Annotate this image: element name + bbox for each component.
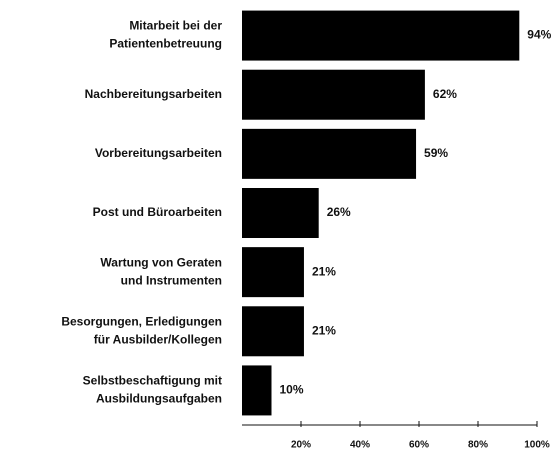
- y-tick-label: für Ausbilder/Kollegen: [94, 332, 222, 346]
- y-tick-label: Selbstbeschaftigung mit: [83, 374, 222, 388]
- y-tick-label: Vorbereitungsarbeiten: [95, 146, 222, 160]
- bar: [242, 10, 520, 61]
- x-tick-label: 40%: [350, 440, 370, 451]
- value-label: 62%: [433, 87, 457, 101]
- value-label: 21%: [312, 264, 336, 278]
- y-tick-label: Mitarbeit bei der: [129, 19, 222, 33]
- bar: [242, 188, 319, 238]
- value-label: 26%: [327, 205, 351, 219]
- value-label: 21%: [312, 323, 336, 337]
- y-tick-label: Besorgungen, Erledigungen: [61, 314, 222, 328]
- x-tick-label: 100%: [524, 440, 550, 451]
- bar: [242, 306, 304, 357]
- y-tick-label: Post und Büroarbeiten: [93, 205, 222, 219]
- x-tick-label: 80%: [468, 440, 488, 451]
- bar: [242, 69, 425, 120]
- value-label: 94%: [527, 28, 551, 42]
- bar: [242, 128, 417, 179]
- x-tick-label: 60%: [409, 440, 429, 451]
- y-tick-label: und Instrumenten: [121, 273, 222, 287]
- x-tick-label: 20%: [291, 440, 311, 451]
- bar: [242, 247, 304, 298]
- bar: [242, 365, 272, 416]
- y-tick-label: Nachbereitungsarbeiten: [85, 87, 222, 101]
- value-label: 10%: [280, 383, 304, 397]
- y-tick-label: Patientenbetreuung: [109, 37, 222, 51]
- y-tick-label: Ausbildungsaufgaben: [96, 392, 222, 406]
- value-label: 59%: [424, 146, 448, 160]
- y-tick-label: Wartung von Geraten: [100, 255, 222, 269]
